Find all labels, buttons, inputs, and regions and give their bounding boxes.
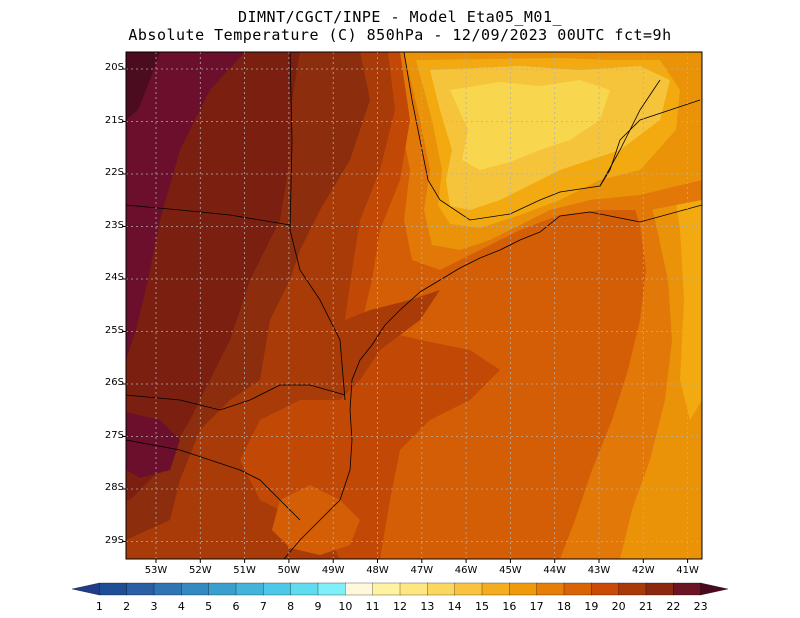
colorbar xyxy=(71,582,729,596)
lon-label: 52W xyxy=(188,565,212,576)
coastline xyxy=(283,204,702,559)
colorbar-swatch xyxy=(427,582,456,596)
lat-label: 22S xyxy=(104,167,124,178)
colorbar-label: 22 xyxy=(666,600,681,613)
colorbar-swatch xyxy=(563,582,592,596)
colorbar-label: 17 xyxy=(529,600,544,613)
colorbar-swatch xyxy=(509,582,538,596)
colorbar-label: 15 xyxy=(475,600,489,613)
axis-ticks xyxy=(122,68,689,563)
colorbar-swatch xyxy=(673,582,702,596)
lon-label: 45W xyxy=(499,565,522,576)
colorbar-label: 14 xyxy=(447,600,462,613)
map-title-line2: Absolute Temperature (C) 850hPa - 12/09/… xyxy=(128,26,672,44)
state-border-2 xyxy=(289,52,346,401)
colorbar-swatch xyxy=(126,582,155,596)
lat-label: 26S xyxy=(104,377,124,388)
colorbar-swatch xyxy=(99,582,128,596)
colorbar-swatch xyxy=(290,582,319,596)
lat-label: 23S xyxy=(104,219,124,231)
colorbar-swatch xyxy=(263,582,292,596)
colorbar-swatch xyxy=(399,582,428,596)
colorbar-label: 13 xyxy=(420,600,435,613)
lon-label: 43W xyxy=(587,565,611,576)
colorbar-label: 5 xyxy=(205,600,213,613)
colorbar-label: 12 xyxy=(393,600,407,613)
colorbar-label: 7 xyxy=(259,600,267,613)
colorbar-label: 4 xyxy=(177,600,185,613)
colorbar-label: 20 xyxy=(611,600,626,613)
colorbar-swatch xyxy=(71,582,100,596)
colorbar-swatch xyxy=(153,582,182,596)
coastline-borders xyxy=(126,52,702,559)
colorbar-swatch xyxy=(454,582,483,596)
colorbar-label: 8 xyxy=(287,600,295,613)
lon-label: 49W xyxy=(321,565,345,576)
temp-band-12 xyxy=(450,80,610,170)
colorbar-swatch xyxy=(591,582,620,596)
map-title-line1: DIMNT/CGCT/INPE - Model Eta05_M01_ xyxy=(237,8,563,26)
colorbar-label: 18 xyxy=(557,600,571,613)
colorbar-label: 2 xyxy=(123,600,131,613)
colorbar-label: 1 xyxy=(95,600,103,613)
lon-label: 48W xyxy=(366,565,389,576)
state-border-5 xyxy=(126,204,291,226)
colorbar-swatch xyxy=(235,582,264,596)
lat-label: 28S xyxy=(104,482,124,493)
lon-label: 47W xyxy=(410,565,434,576)
colorbar-label: 3 xyxy=(150,600,158,613)
lon-label: 53W xyxy=(144,565,168,576)
lat-label: 21S xyxy=(104,114,124,126)
colorbar-label: 21 xyxy=(639,600,653,613)
map-frame xyxy=(125,51,703,560)
colorbar-label: 10 xyxy=(338,600,353,613)
state-border-4 xyxy=(126,439,301,521)
lat-label: 27S xyxy=(104,429,124,441)
colorbar-label: 19 xyxy=(584,600,599,613)
colorbar-swatch xyxy=(372,582,401,596)
lat-label: 29S xyxy=(104,534,124,546)
colorbar-swatch xyxy=(700,582,729,596)
lon-label: 51W xyxy=(233,565,256,576)
colorbar-swatch xyxy=(645,582,674,596)
colorbar-label: 9 xyxy=(314,600,322,613)
colorbar-swatch xyxy=(345,582,374,596)
colorbar-swatch xyxy=(317,582,346,596)
lon-label: 42W xyxy=(631,565,655,576)
colorbar-swatch xyxy=(208,582,237,596)
state-border-3 xyxy=(126,384,346,411)
state-border-6 xyxy=(599,99,701,187)
temperature-field xyxy=(126,52,702,559)
colorbar-label: 16 xyxy=(502,600,517,613)
colorbar-label: 23 xyxy=(693,600,708,613)
lon-label: 44W xyxy=(543,565,566,576)
colorbar-swatch xyxy=(618,582,647,596)
colorbar-swatch xyxy=(181,582,210,596)
lon-label: 50W xyxy=(277,565,301,576)
colorbar-swatch xyxy=(536,582,565,596)
lat-label: 20S xyxy=(104,62,124,73)
lat-label: 24S xyxy=(104,272,124,283)
lat-label: 25S xyxy=(104,324,124,336)
lon-label: 46W xyxy=(454,565,478,576)
lon-label: 41W xyxy=(676,565,699,576)
graticule xyxy=(126,52,702,559)
colorbar-label: 6 xyxy=(232,600,240,613)
colorbar-label: 11 xyxy=(365,600,380,613)
colorbar-swatch xyxy=(481,582,510,596)
